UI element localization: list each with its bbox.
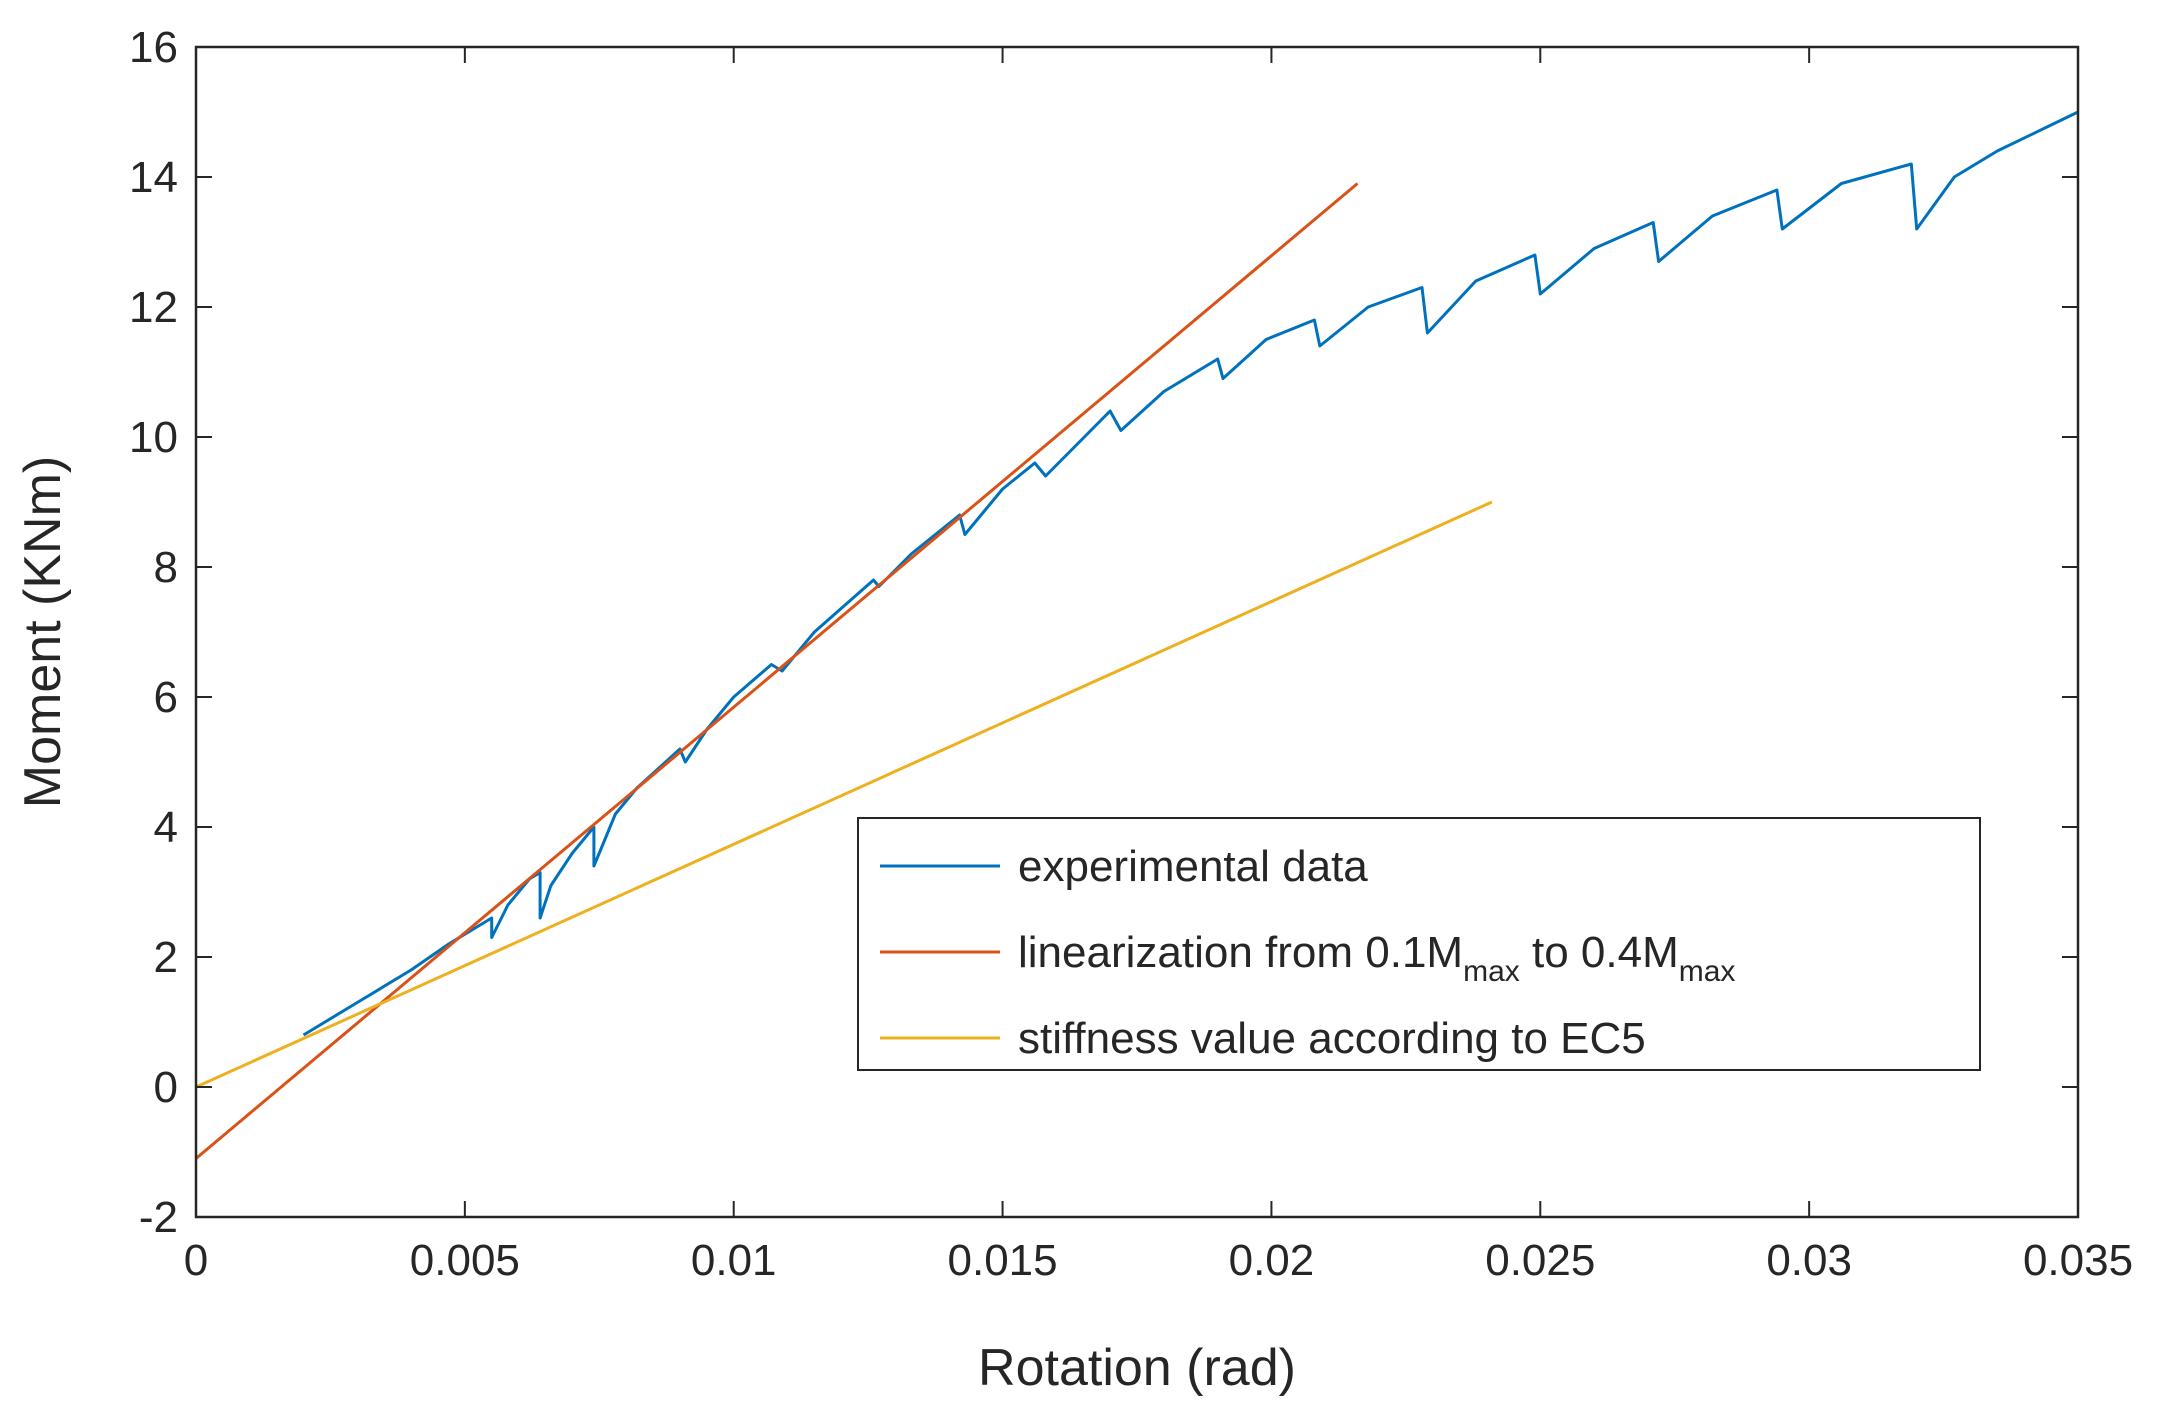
axes-box [194, 45, 2080, 1219]
series-layer [195, 110, 2079, 1160]
y-tick-label: 4 [154, 803, 178, 852]
legend-label-linearization-sub2: max [1679, 955, 1736, 988]
legend-label-linearization-middle: to 0.4M [1520, 928, 1679, 977]
y-tick-label: 2 [154, 933, 178, 982]
y-tick-label: 14 [129, 153, 178, 202]
x-tick-label: 0.01 [691, 1236, 777, 1285]
legend-label-ec5: stiffness value according to EC5 [1018, 1014, 1646, 1063]
legend-label-linearization-sub1: max [1463, 955, 1520, 988]
x-tick-label: 0.02 [1229, 1236, 1315, 1285]
legend-label-linearization-prefix: linearization from 0.1M [1018, 928, 1463, 977]
ticks-layer: 0 0.005 0.01 0.015 0.02 0.025 0.03 0.035-202468… [129, 23, 2133, 1285]
legend: experimental data linearization from 0.1… [857, 817, 1981, 1071]
y-tick-label: 6 [154, 673, 178, 722]
legend-label-linearization: linearization from 0.1Mmax to 0.4Mmax [1018, 928, 1735, 988]
x-tick-label: 0 [184, 1236, 208, 1285]
x-tick-label: 0.03 [1766, 1236, 1852, 1285]
x-tick-label: 0.025 [1485, 1236, 1595, 1285]
x-tick-label: 0.015 [948, 1236, 1058, 1285]
legend-label-experimental: experimental data [1018, 842, 1368, 891]
x-tick-label: 0.005 [410, 1236, 520, 1285]
series-ec5-stiffness [195, 500, 1493, 1089]
legend-box [857, 817, 1981, 1071]
y-tick-label: -2 [139, 1193, 178, 1242]
y-tick-label: 10 [129, 413, 178, 462]
y-tick-label: 0 [154, 1063, 178, 1112]
series-linearization [195, 182, 1359, 1160]
y-tick-label: 16 [129, 23, 178, 72]
y-tick-label: 12 [129, 283, 178, 332]
x-tick-label: 0.035 [2023, 1236, 2133, 1285]
y-tick-label: 8 [154, 543, 178, 592]
y-axis-title: Moment (KNm) [14, 456, 72, 808]
series-experimental-data [302, 110, 2079, 1037]
x-axis-title: Rotation (rad) [978, 1339, 1296, 1397]
